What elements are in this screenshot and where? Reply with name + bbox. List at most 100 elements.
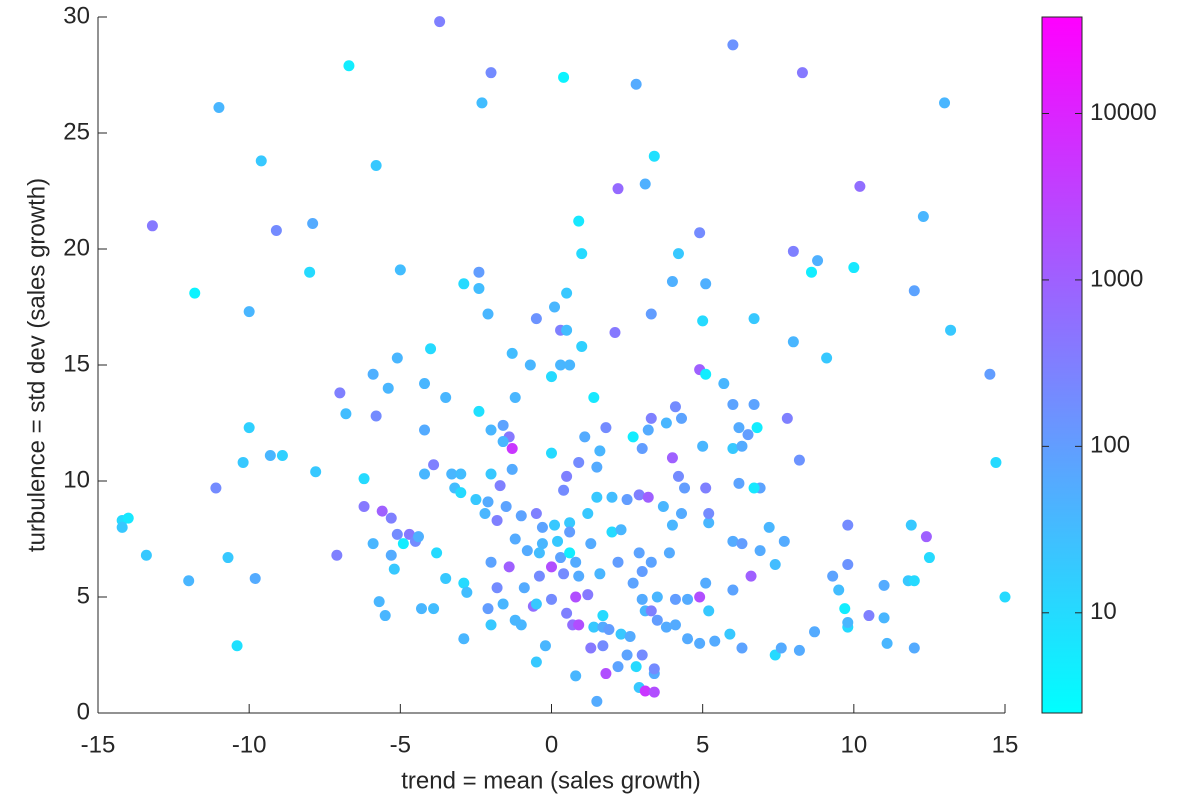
y-tick-label: 30 [63,2,90,29]
point [585,538,597,550]
point [473,405,485,417]
point [367,368,379,380]
point [564,547,576,559]
point [546,561,557,573]
point [307,217,319,229]
point [494,480,506,492]
point [636,593,648,605]
y-tick-label: 20 [63,234,90,261]
point [412,531,424,543]
point [742,429,754,441]
point [213,101,225,113]
point [524,359,536,371]
point [482,496,494,508]
point [612,661,624,673]
point [222,552,234,564]
point [249,572,261,584]
point [694,591,706,603]
point [455,487,467,499]
point [682,593,694,605]
point [376,505,388,517]
x-tick-label: 5 [696,731,709,758]
point [809,626,821,638]
point [570,591,582,603]
point [703,507,715,519]
y-tick-label: 5 [77,582,90,609]
y-tick-label: 0 [77,698,90,725]
point [648,150,660,162]
point [482,308,494,320]
colorbar [1041,16,1083,714]
point [518,582,530,594]
point [676,412,688,424]
point [736,440,748,452]
point [116,521,128,533]
point [709,635,721,647]
point [763,521,775,533]
point [639,178,651,190]
point [573,215,585,227]
point [515,619,527,631]
point [920,531,932,543]
point [530,598,542,610]
point [591,695,603,707]
point [440,572,452,584]
point [264,449,276,461]
point [431,547,443,559]
x-tick-label: -5 [390,731,411,758]
point [561,607,573,619]
point [736,538,748,550]
point [600,422,612,434]
point [594,568,606,580]
point [485,424,497,436]
point [700,577,712,589]
point [358,501,370,513]
point [391,352,403,364]
point [461,586,473,598]
point [385,512,397,524]
point [621,494,633,506]
point [781,412,793,424]
point [842,617,854,629]
point [506,443,518,455]
point [546,371,557,383]
point [388,563,400,575]
point [546,447,557,459]
point [189,287,201,299]
point [679,482,691,494]
point [561,470,573,482]
point [697,440,709,452]
colorbar-tick-label: 10000 [1090,99,1157,126]
point [908,575,920,587]
point [669,619,681,631]
point [627,577,639,589]
point [642,424,654,436]
point [419,378,431,390]
point [549,519,561,531]
point [555,359,567,371]
point [358,473,370,485]
point [724,628,736,640]
point [458,278,470,290]
point [645,308,657,320]
point [787,245,799,257]
y-tick-label: 25 [63,118,90,145]
point [908,285,920,297]
point [506,463,518,475]
point [727,39,739,51]
point [576,340,588,352]
point [748,482,760,494]
point [630,78,642,90]
point [533,570,545,582]
point [458,633,470,645]
point [564,517,576,529]
point [627,431,639,443]
point [591,491,603,503]
point [727,584,739,596]
point [509,533,521,545]
point [579,431,591,443]
point [793,644,805,656]
point [343,60,355,72]
point [373,596,385,608]
point [624,630,636,642]
